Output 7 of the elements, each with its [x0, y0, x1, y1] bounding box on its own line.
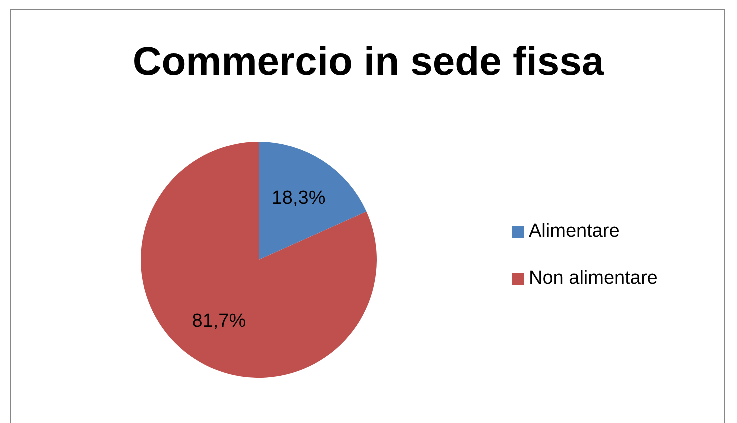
- data-label: 81,7%: [192, 310, 246, 332]
- chart-title: Commercio in sede fissa: [132, 40, 606, 85]
- data-label: 18,3%: [272, 188, 326, 210]
- pie-slice: [259, 142, 367, 260]
- pie-slice: [141, 142, 377, 378]
- legend-label: Non alimentare: [529, 268, 658, 290]
- legend-label: Alimentare: [529, 221, 620, 243]
